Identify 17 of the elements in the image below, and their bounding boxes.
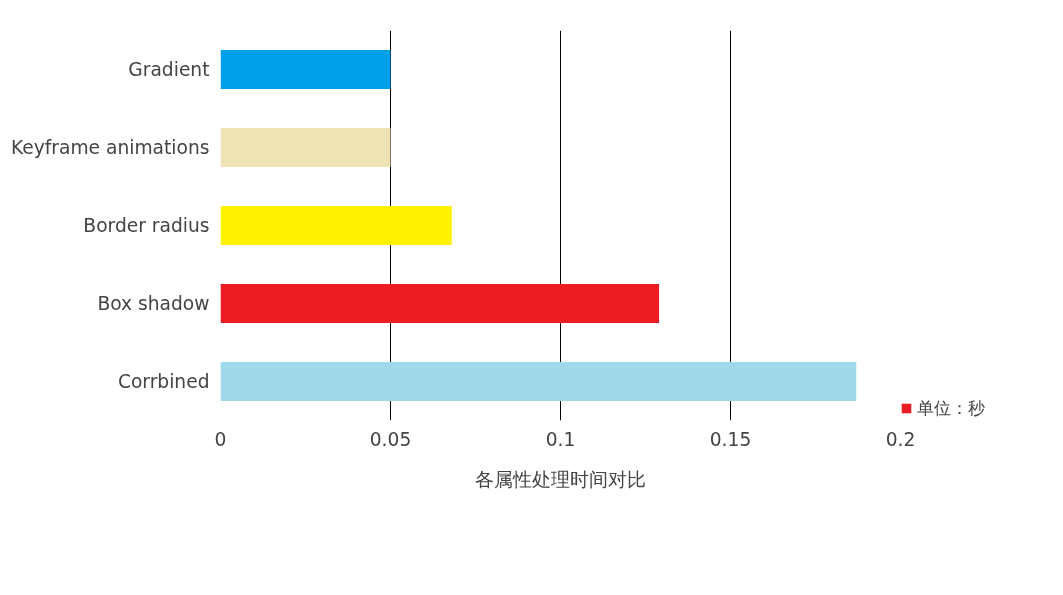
y-tick-label: Box shadow (97, 293, 210, 314)
bar (220, 206, 452, 245)
x-tick-label: 0.1 (545, 428, 576, 450)
legend-label: 单位：秒 (917, 397, 985, 420)
x-tick-label: 0.15 (709, 428, 752, 450)
x-tick-label: 0.2 (885, 428, 916, 450)
x-tick-label: 0.05 (369, 428, 412, 450)
bar (220, 362, 857, 401)
y-tick-label: Keyframe animations (10, 137, 210, 158)
y-tick-label: Gradient (128, 59, 210, 80)
y-tick-label: Border radius (83, 215, 210, 236)
bar (220, 50, 391, 89)
bar (220, 128, 391, 167)
y-tick-label: Corrbined (117, 371, 210, 392)
x-tick-label: 0 (214, 428, 227, 450)
bar (220, 284, 660, 323)
x-axis-title: 各属性处理时间对比 (475, 468, 646, 490)
